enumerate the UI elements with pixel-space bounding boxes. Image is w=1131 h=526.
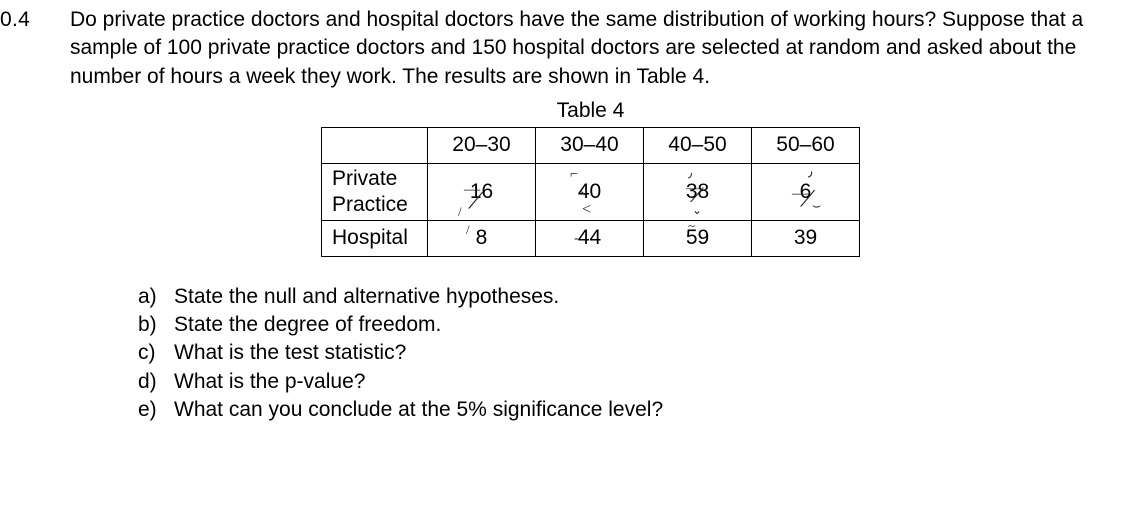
subq-letter: c) <box>138 339 174 367</box>
data-table: 20–30 30–40 40–50 50–60 Private Practice… <box>321 127 860 256</box>
row-label-line: Practice <box>332 193 408 216</box>
handwriting-mark: ⌄ <box>578 184 591 199</box>
handwriting-mark: ~ <box>688 219 695 232</box>
row-label: Hospital <box>322 221 428 256</box>
table-header-row: 20–30 30–40 40–50 50–60 <box>322 128 860 163</box>
row-label-line: Private <box>332 167 397 190</box>
subq-text: What is the p-value? <box>174 368 365 396</box>
table-wrapper: Table 4 20–30 30–40 40–50 50–60 Private … <box>70 97 1111 257</box>
handwriting-mark: ⌄ <box>692 204 702 216</box>
subq-text: What can you conclude at the 5% signific… <box>174 396 663 424</box>
question-row: 0.4 Do private practice doctors and hosp… <box>0 6 1111 257</box>
handwriting-mark: ⌐ <box>570 168 578 182</box>
col-header: 50–60 <box>752 128 860 163</box>
subq-letter: e) <box>138 396 174 424</box>
col-header: 40–50 <box>644 128 752 163</box>
subquestion: d) What is the p-value? <box>138 368 1111 396</box>
handwriting-mark: — <box>686 182 700 196</box>
handwriting-mark: ⌣ <box>812 200 821 214</box>
handwriting-mark: — <box>464 182 480 198</box>
col-header: 20–30 <box>428 128 536 163</box>
table-row: Private Practice 16 ⟋ — / 40 ⌐ ⌄ <box>322 163 860 221</box>
handwriting-mark: / <box>466 223 470 236</box>
table-cell: 6 ٫ ⟋ — ⌣ <box>752 163 860 221</box>
question-body: Do private practice doctors and hospital… <box>70 6 1111 257</box>
subq-text: State the null and alternative hypothese… <box>174 283 559 311</box>
table-cell: 8 / <box>428 221 536 256</box>
subq-letter: d) <box>138 368 174 396</box>
question-number: 0.4 <box>0 6 70 34</box>
header-blank <box>322 128 428 163</box>
row-label: Private Practice <box>322 163 428 221</box>
cell-value: 8 <box>476 226 488 249</box>
subquestion: e) What can you conclude at the 5% signi… <box>138 396 1111 424</box>
subquestion: a) State the null and alternative hypoth… <box>138 283 1111 311</box>
table-cell: 40 ⌐ ⌄ ˂ <box>536 163 644 221</box>
subq-text: State the degree of freedom. <box>174 311 441 339</box>
subq-letter: a) <box>138 283 174 311</box>
subq-letter: b) <box>138 311 174 339</box>
handwriting-mark: - <box>574 232 579 246</box>
subquestion: b) State the degree of freedom. <box>138 311 1111 339</box>
cell-value: 44 <box>578 226 601 249</box>
table-cell: 59 ~ <box>644 221 752 256</box>
subq-text: What is the test statistic? <box>174 339 406 367</box>
question-prompt: Do private practice doctors and hospital… <box>70 6 1111 91</box>
table-cell: 39 <box>752 221 860 256</box>
table-cell: 44 - <box>536 221 644 256</box>
table-caption: Table 4 <box>70 97 1111 125</box>
col-header: 30–40 <box>536 128 644 163</box>
page: 0.4 Do private practice doctors and hosp… <box>0 0 1131 526</box>
handwriting-mark: ٫ <box>688 166 692 179</box>
table-row: Hospital 8 / 44 - 59 ~ 39 <box>322 221 860 256</box>
subquestion-list: a) State the null and alternative hypoth… <box>138 283 1111 425</box>
table-cell: 16 ⟋ — / <box>428 163 536 221</box>
handwriting-mark: / <box>458 205 462 218</box>
table-cell: 38 ٫ ⟋ — ⌄ <box>644 163 752 221</box>
handwriting-mark: — <box>792 186 808 202</box>
handwriting-mark: ˂ <box>582 202 591 218</box>
handwriting-mark: ٫ <box>808 166 813 180</box>
subquestion: c) What is the test statistic? <box>138 339 1111 367</box>
